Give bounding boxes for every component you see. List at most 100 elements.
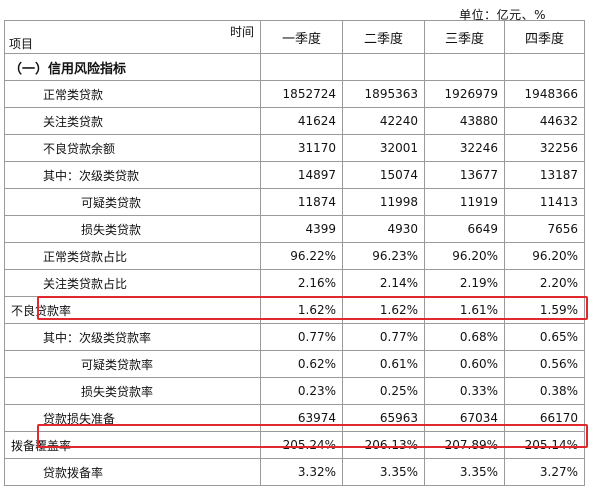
empty-cell [424, 53, 505, 81]
table-row: 贷款拨备率 3.32% 3.35% 3.35% 3.27% [4, 458, 585, 486]
value-cell: 0.68% [424, 323, 505, 351]
value-cell: 1.62% [260, 296, 343, 324]
value-cell: 96.20% [424, 242, 505, 270]
time-header-label: 时间 [229, 25, 254, 39]
value-cell: 1.62% [342, 296, 425, 324]
value-cell: 2.20% [504, 269, 585, 297]
quarter-header-1: 一季度 [260, 20, 343, 54]
row-label: 损失类贷款率 [4, 377, 261, 405]
value-cell: 2.19% [424, 269, 505, 297]
row-label: 可疑类贷款 [4, 188, 261, 216]
table-row: 可疑类贷款 11874 11998 11919 11413 [4, 188, 585, 216]
value-cell: 41624 [260, 107, 343, 135]
table-header-row: 时间 项目 一季度 二季度 三季度 四季度 [4, 20, 585, 54]
row-label: 其中：次级类贷款率 [4, 323, 261, 351]
quarter-header-4: 四季度 [504, 20, 585, 54]
value-cell: 11874 [260, 188, 343, 216]
table-row: 损失类贷款 4399 4930 6649 7656 [4, 215, 585, 243]
table-row: 不良贷款率 1.62% 1.62% 1.61% 1.59% [4, 296, 585, 324]
value-cell: 96.23% [342, 242, 425, 270]
item-header-label: 项目 [9, 37, 34, 51]
unit-label: 单位：亿元、% [459, 8, 546, 22]
row-label: 贷款损失准备 [4, 404, 261, 432]
value-cell: 0.60% [424, 350, 505, 378]
row-label: 不良贷款率 [4, 296, 261, 324]
value-cell: 11998 [342, 188, 425, 216]
value-cell: 44632 [504, 107, 585, 135]
empty-cell [342, 53, 425, 81]
value-cell: 3.35% [342, 458, 425, 486]
table-row: 正常类贷款 1852724 1895363 1926979 1948366 [4, 80, 585, 108]
value-cell: 0.65% [504, 323, 585, 351]
value-cell: 1.59% [504, 296, 585, 324]
row-label: 贷款拨备率 [4, 458, 261, 486]
value-cell: 2.16% [260, 269, 343, 297]
row-label: 关注类贷款占比 [4, 269, 261, 297]
row-label: 损失类贷款 [4, 215, 261, 243]
value-cell: 66170 [504, 404, 585, 432]
value-cell: 7656 [504, 215, 585, 243]
value-cell: 2.14% [342, 269, 425, 297]
value-cell: 13677 [424, 161, 505, 189]
value-cell: 42240 [342, 107, 425, 135]
value-cell: 0.33% [424, 377, 505, 405]
value-cell: 65963 [342, 404, 425, 432]
value-cell: 3.27% [504, 458, 585, 486]
value-cell: 0.77% [342, 323, 425, 351]
section-row: （一）信用风险指标 [4, 53, 585, 81]
empty-cell [504, 53, 585, 81]
table-row: 拨备覆盖率 205.24% 206.13% 207.89% 205.14% [4, 431, 585, 459]
value-cell: 207.89% [424, 431, 505, 459]
empty-cell [260, 53, 343, 81]
value-cell: 3.35% [424, 458, 505, 486]
value-cell: 206.13% [342, 431, 425, 459]
table-row: 不良贷款余额 31170 32001 32246 32256 [4, 134, 585, 162]
value-cell: 96.20% [504, 242, 585, 270]
value-cell: 32256 [504, 134, 585, 162]
table-row: 正常类贷款占比 96.22% 96.23% 96.20% 96.20% [4, 242, 585, 270]
row-label: 拨备覆盖率 [4, 431, 261, 459]
value-cell: 14897 [260, 161, 343, 189]
value-cell: 0.23% [260, 377, 343, 405]
value-cell: 67034 [424, 404, 505, 432]
value-cell: 13187 [504, 161, 585, 189]
quarter-header-3: 三季度 [424, 20, 505, 54]
row-label: 可疑类贷款率 [4, 350, 261, 378]
value-cell: 31170 [260, 134, 343, 162]
credit-risk-table: 时间 项目 一季度 二季度 三季度 四季度 （一）信用风险指标 正常类贷款 18… [4, 20, 585, 486]
value-cell: 32246 [424, 134, 505, 162]
value-cell: 6649 [424, 215, 505, 243]
value-cell: 1.61% [424, 296, 505, 324]
row-label: 关注类贷款 [4, 107, 261, 135]
value-cell: 3.32% [260, 458, 343, 486]
table-row: 贷款损失准备 63974 65963 67034 66170 [4, 404, 585, 432]
value-cell: 63974 [260, 404, 343, 432]
table-row: 关注类贷款占比 2.16% 2.14% 2.19% 2.20% [4, 269, 585, 297]
table-row: 损失类贷款率 0.23% 0.25% 0.33% 0.38% [4, 377, 585, 405]
corner-header-cell: 时间 项目 [4, 20, 261, 54]
value-cell: 43880 [424, 107, 505, 135]
value-cell: 4399 [260, 215, 343, 243]
quarter-header-2: 二季度 [342, 20, 425, 54]
table-row: 其中：次级类贷款率 0.77% 0.77% 0.68% 0.65% [4, 323, 585, 351]
table-row: 关注类贷款 41624 42240 43880 44632 [4, 107, 585, 135]
value-cell: 0.38% [504, 377, 585, 405]
value-cell: 205.24% [260, 431, 343, 459]
value-cell: 11413 [504, 188, 585, 216]
value-cell: 0.77% [260, 323, 343, 351]
value-cell: 11919 [424, 188, 505, 216]
value-cell: 1852724 [260, 80, 343, 108]
value-cell: 205.14% [504, 431, 585, 459]
row-label: 正常类贷款占比 [4, 242, 261, 270]
row-label: 不良贷款余额 [4, 134, 261, 162]
value-cell: 0.62% [260, 350, 343, 378]
table-row: 可疑类贷款率 0.62% 0.61% 0.60% 0.56% [4, 350, 585, 378]
row-label: 正常类贷款 [4, 80, 261, 108]
value-cell: 1895363 [342, 80, 425, 108]
value-cell: 1926979 [424, 80, 505, 108]
table-row: 其中：次级类贷款 14897 15074 13677 13187 [4, 161, 585, 189]
value-cell: 0.56% [504, 350, 585, 378]
value-cell: 1948366 [504, 80, 585, 108]
value-cell: 15074 [342, 161, 425, 189]
value-cell: 0.25% [342, 377, 425, 405]
